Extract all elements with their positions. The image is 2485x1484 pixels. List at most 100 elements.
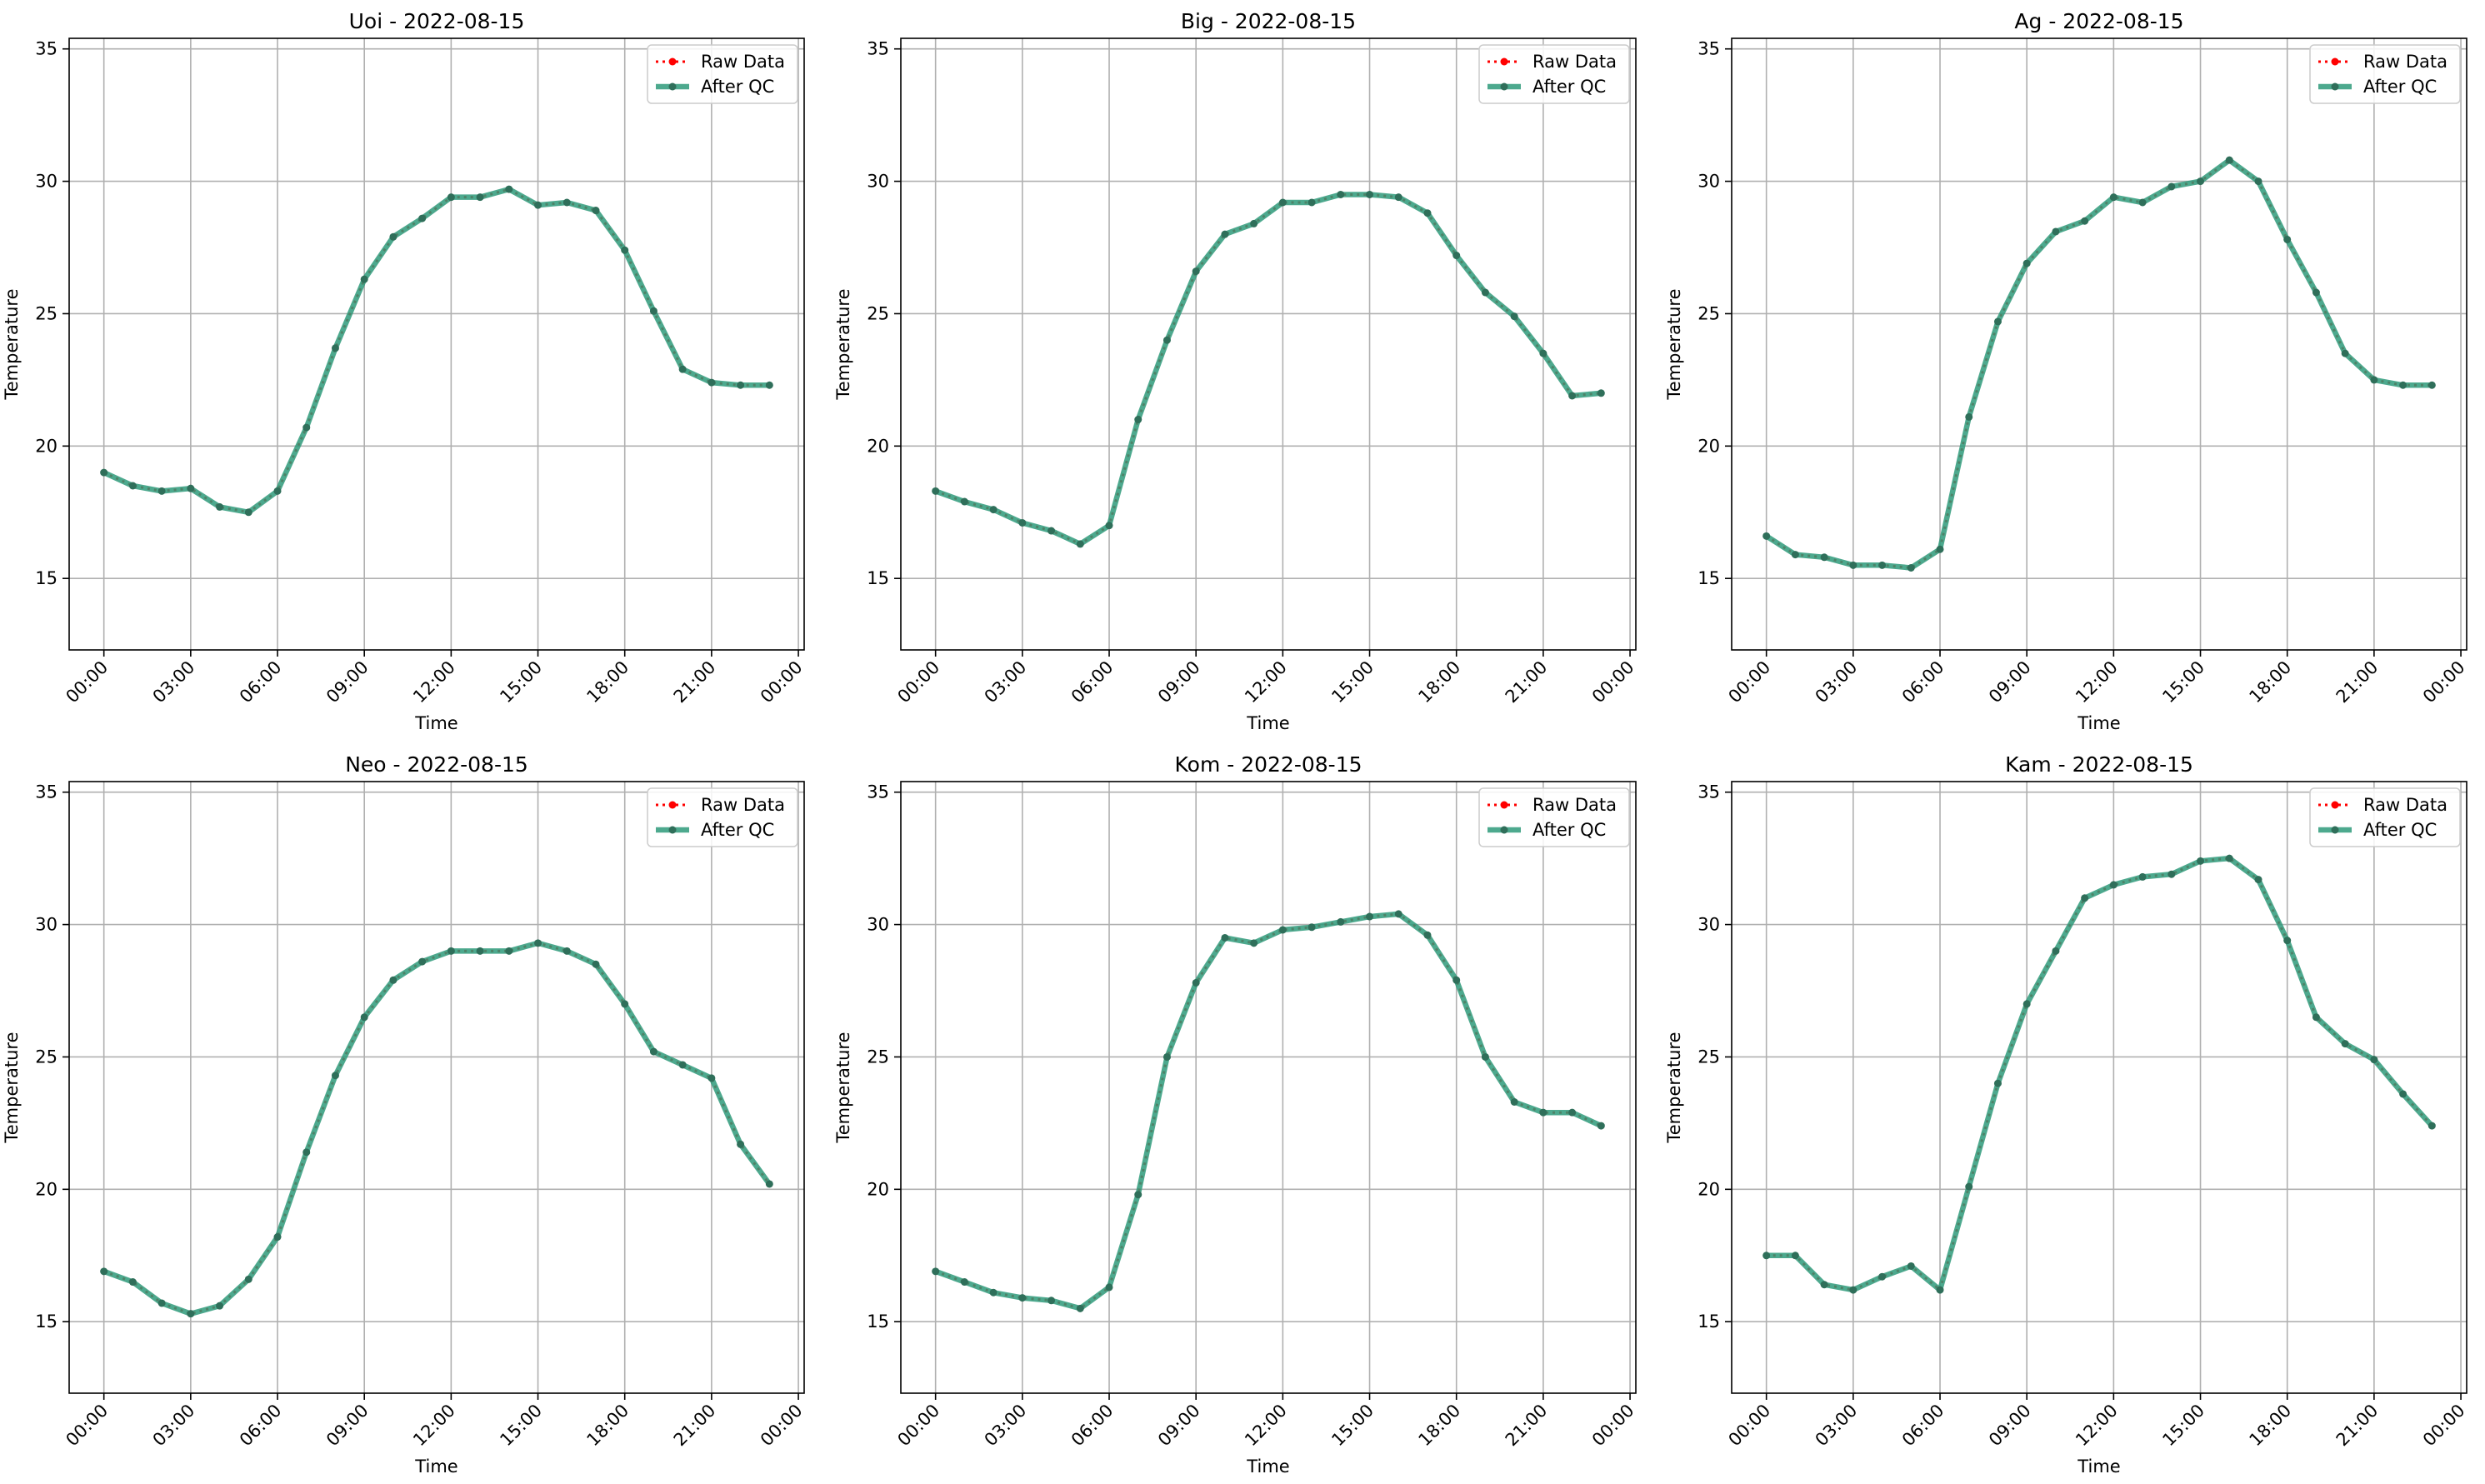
after-qc-point bbox=[1394, 910, 1402, 918]
x-tick-label: 18:00 bbox=[1414, 1401, 1464, 1451]
after-qc-point bbox=[360, 275, 368, 283]
y-tick-label: 35 bbox=[867, 39, 889, 59]
after-qc-point bbox=[989, 506, 998, 514]
x-tick-label: 03:00 bbox=[1812, 1401, 1862, 1451]
plot-frame bbox=[1731, 37, 2468, 651]
legend-raw-marker bbox=[668, 801, 677, 809]
x-tick-label: 00:00 bbox=[1724, 1401, 1774, 1451]
x-tick-label: 18:00 bbox=[2245, 1401, 2295, 1451]
after-qc-point bbox=[331, 344, 339, 352]
after-qc-point bbox=[1048, 1297, 1056, 1305]
x-tick-label: 21:00 bbox=[1502, 1401, 1552, 1451]
x-tick-label: 15:00 bbox=[1328, 657, 1378, 707]
after-qc-point bbox=[1849, 1286, 1858, 1294]
x-tick-label: 21:00 bbox=[2332, 657, 2382, 707]
after-qc-point bbox=[562, 198, 571, 207]
after-qc-point bbox=[2109, 881, 2118, 889]
after-qc-point bbox=[1597, 1122, 1605, 1130]
after-qc-point bbox=[1878, 561, 1887, 569]
x-tick-label: 18:00 bbox=[2245, 657, 2295, 707]
after-qc-point bbox=[2197, 177, 2205, 186]
after-qc-point bbox=[1568, 392, 1577, 400]
after-qc-point bbox=[1162, 336, 1171, 344]
after-qc-point bbox=[302, 1148, 311, 1157]
x-tick-label: 00:00 bbox=[62, 657, 112, 707]
after-qc-point bbox=[2052, 227, 2060, 236]
after-qc-point bbox=[621, 246, 629, 254]
after-qc-point bbox=[534, 201, 542, 209]
y-axis-label: Temperature bbox=[2, 1032, 22, 1143]
after-qc-point bbox=[1762, 1252, 1771, 1260]
x-tick-label: 00:00 bbox=[2419, 657, 2469, 707]
after-qc-point bbox=[1018, 1294, 1027, 1302]
after-qc-point bbox=[331, 1072, 339, 1080]
legend-label-after-qc: After QC bbox=[1532, 820, 1606, 840]
after-qc-point bbox=[1820, 1281, 1828, 1289]
after-qc-point bbox=[128, 1278, 137, 1287]
series-after-qc-line bbox=[934, 192, 1602, 547]
x-tick-label: 12:00 bbox=[1241, 1401, 1291, 1451]
y-tick-label: 15 bbox=[1698, 568, 1720, 588]
x-tick-label: 03:00 bbox=[1812, 657, 1862, 707]
x-tick-label: 21:00 bbox=[1502, 657, 1552, 707]
after-qc-point bbox=[1791, 1252, 1799, 1260]
y-axis-label: Temperature bbox=[833, 288, 853, 400]
after-qc-point bbox=[2341, 1040, 2349, 1048]
after-qc-point bbox=[2428, 1122, 2436, 1130]
y-axis-label: Temperature bbox=[1664, 288, 1684, 400]
after-qc-point bbox=[1936, 545, 1944, 553]
after-qc-point bbox=[2399, 381, 2408, 389]
after-qc-point bbox=[1452, 976, 1461, 984]
legend: Raw Data After QC bbox=[647, 44, 798, 104]
after-qc-point bbox=[1849, 561, 1858, 569]
after-qc-point bbox=[100, 468, 108, 477]
x-tick-label: 09:00 bbox=[1985, 1401, 2035, 1451]
x-tick-label: 18:00 bbox=[582, 657, 632, 707]
legend-label-raw-data: Raw Data bbox=[2363, 795, 2448, 815]
after-qc-point bbox=[1423, 209, 1432, 217]
chart-title: Neo - 2022-08-15 bbox=[345, 752, 528, 777]
x-tick-label: 03:00 bbox=[149, 657, 199, 707]
after-qc-point bbox=[1907, 563, 1915, 572]
series-raw-data-line bbox=[935, 193, 1602, 546]
y-tick-label: 20 bbox=[867, 436, 889, 456]
after-qc-point bbox=[2197, 857, 2205, 865]
x-tick-label: 03:00 bbox=[981, 657, 1031, 707]
after-qc-point bbox=[2399, 1090, 2408, 1098]
after-qc-point bbox=[1308, 198, 1316, 207]
x-tick-label: 00:00 bbox=[757, 657, 807, 707]
series-raw-data-line bbox=[1766, 857, 2433, 1292]
x-tick-label: 09:00 bbox=[1985, 657, 2035, 707]
after-qc-point bbox=[476, 193, 484, 202]
after-qc-point bbox=[1278, 926, 1287, 934]
after-qc-point bbox=[187, 1310, 195, 1318]
after-qc-point bbox=[2283, 937, 2292, 945]
legend-raw-marker bbox=[1500, 801, 1508, 809]
after-qc-point bbox=[1965, 412, 1973, 421]
legend-raw-marker bbox=[1500, 57, 1508, 66]
series-raw-data-line bbox=[935, 912, 1602, 1310]
x-tick-label: 03:00 bbox=[981, 1401, 1031, 1451]
after-qc-point bbox=[960, 497, 968, 506]
x-tick-label: 09:00 bbox=[1154, 657, 1204, 707]
after-qc-point bbox=[621, 1000, 629, 1008]
after-qc-point bbox=[2168, 870, 2176, 878]
after-qc-point bbox=[1539, 1108, 1548, 1117]
x-axis-label: Time bbox=[1246, 713, 1289, 733]
plot-frame bbox=[68, 781, 805, 1394]
y-tick-label: 35 bbox=[867, 782, 889, 802]
after-qc-point bbox=[534, 939, 542, 947]
after-qc-point bbox=[1762, 532, 1771, 540]
legend-qc-marker bbox=[2331, 826, 2339, 834]
x-tick-label: 21:00 bbox=[670, 657, 720, 707]
after-qc-point bbox=[592, 207, 600, 215]
after-qc-point bbox=[1597, 389, 1605, 397]
chart-panel-6: 15 20 25 30 35 00:00 03:00 06:00 09:00 12:00 15:00… bbox=[1664, 752, 2469, 1477]
legend-label-after-qc: After QC bbox=[2363, 77, 2437, 97]
after-qc-point bbox=[447, 193, 455, 202]
y-tick-label: 20 bbox=[867, 1179, 889, 1199]
y-tick-label: 35 bbox=[35, 39, 58, 59]
y-tick-label: 25 bbox=[35, 303, 58, 323]
y-tick-label: 15 bbox=[35, 568, 58, 588]
